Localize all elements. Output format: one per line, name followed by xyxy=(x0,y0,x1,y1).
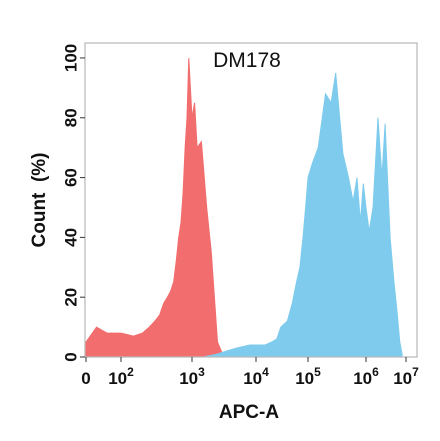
x-tick-exponent: 2 xyxy=(127,365,134,379)
y-tick-label: 80 xyxy=(61,108,80,127)
x-tick-base: 0 xyxy=(81,369,90,388)
y-axis-title: Count (%) xyxy=(29,153,50,248)
series-layer xyxy=(85,57,403,358)
y-tick-label: 60 xyxy=(61,168,80,187)
series-area-1 xyxy=(85,57,231,358)
x-tick-exponent: 4 xyxy=(262,365,269,379)
x-tick-base: 10 xyxy=(353,369,372,388)
x-tick-label: 106 xyxy=(353,365,379,388)
plot-frame xyxy=(84,42,418,358)
x-tick-exponent: 7 xyxy=(412,365,419,379)
x-axis-title: APC-A xyxy=(219,402,279,423)
x-tick-label: 107 xyxy=(393,365,419,388)
x-ticks: 0 102 103 104 105 106 107 xyxy=(81,357,419,388)
x-tick-exponent: 3 xyxy=(198,365,205,379)
series-area-2 xyxy=(203,72,403,358)
x-tick-base: 10 xyxy=(393,369,412,388)
x-tick-base: 10 xyxy=(179,369,198,388)
y-tick-label: 40 xyxy=(61,228,80,247)
x-tick-label: 102 xyxy=(108,365,134,388)
x-tick-label: 104 xyxy=(243,365,269,388)
y-tick-label: 100 xyxy=(61,44,80,72)
x-tick-label: 103 xyxy=(179,365,205,388)
chart-title: DM178 xyxy=(213,49,281,72)
y-tick-label: 20 xyxy=(61,288,80,307)
x-tick-label: 105 xyxy=(295,365,321,388)
x-tick-label: 0 xyxy=(81,369,90,388)
y-ticks: 0 20 40 60 80 100 xyxy=(61,44,85,362)
x-tick-base: 10 xyxy=(243,369,262,388)
y-tick-label: 0 xyxy=(61,352,80,361)
x-tick-exponent: 5 xyxy=(314,365,321,379)
x-tick-base: 10 xyxy=(295,369,314,388)
x-tick-base: 10 xyxy=(108,369,127,388)
x-tick-exponent: 6 xyxy=(372,365,379,379)
